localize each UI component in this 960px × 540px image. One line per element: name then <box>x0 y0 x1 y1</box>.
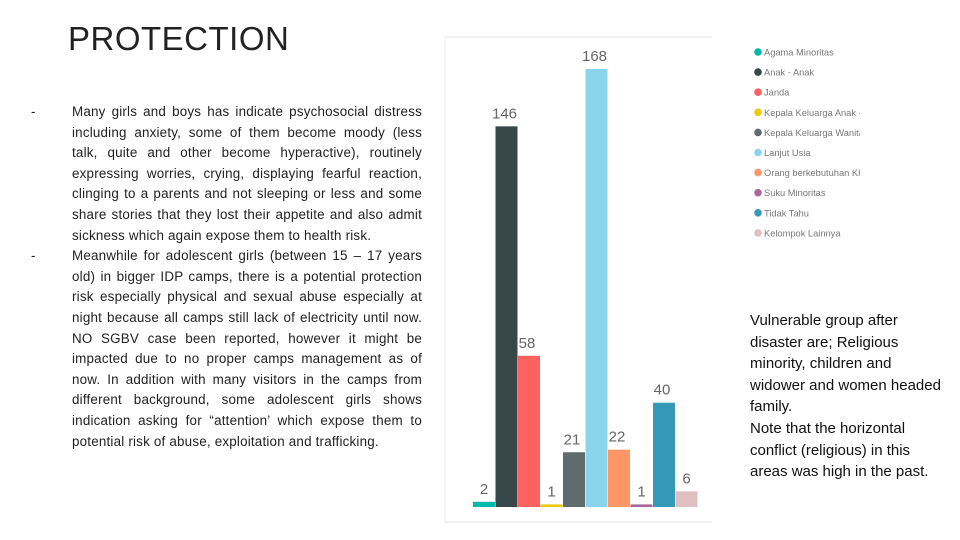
bar-agama-minoritas <box>473 501 495 507</box>
legend-marker <box>754 148 762 157</box>
note-paragraph: Vulnerable group after disaster are; Rel… <box>750 312 941 416</box>
legend-marker <box>754 88 762 96</box>
bar-value-label: 146 <box>492 105 517 122</box>
bar-value-label: 168 <box>582 48 607 65</box>
legend-label: Lanjut Usia <box>764 148 811 158</box>
bar-value-label: 1 <box>637 483 645 500</box>
legend-label: Anak - Anak <box>764 68 814 78</box>
bar-value-label: 6 <box>682 470 690 487</box>
bar-kelompok-lainnya <box>675 491 698 507</box>
bar-value-label: 1 <box>547 483 555 500</box>
bullet-text: Many girls and boys has indicate psychos… <box>72 104 422 243</box>
note-paragraph: Note that the horizontal conflict (relig… <box>750 419 929 481</box>
legend-marker <box>754 128 762 137</box>
bullet-item: - Many girls and boys has indicate psych… <box>30 102 422 246</box>
legend-marker <box>754 209 762 217</box>
slide-title: PROTECTION <box>68 20 290 57</box>
bullet-item: - Meanwhile for adolescent girls (betwee… <box>30 246 422 452</box>
bar-lanjut-usia <box>585 69 608 507</box>
bullet-marker: - <box>31 248 36 264</box>
legend-marker <box>754 48 762 56</box>
bar-value-label: 40 <box>654 382 671 399</box>
bar-anak-anak <box>495 126 518 507</box>
legend-label: Suku Minoritas <box>764 188 826 198</box>
vulnerable-group-note: Vulnerable group after disaster are; Rel… <box>750 310 950 483</box>
legend-marker <box>754 188 762 197</box>
bar-kepala-keluarga-wanita <box>563 452 585 507</box>
legend-label: Kepala Keluarga Anak - Anak <box>764 108 860 118</box>
bar-value-label: 58 <box>519 335 536 352</box>
bar-orang-berkebutuhan-khusus <box>608 449 630 507</box>
bar-suku-minoritas <box>630 504 653 507</box>
legend-label: Kepala Keluarga Wanita <box>764 128 860 138</box>
legend-label: Kelompok Lainnya <box>764 228 841 238</box>
legend-marker <box>754 229 762 237</box>
bullet-list: - Many girls and boys has indicate psych… <box>30 102 422 452</box>
bar-tidak-tahu <box>653 402 675 507</box>
bar-value-label: 2 <box>480 481 488 498</box>
legend-label: Janda <box>764 88 790 98</box>
legend-marker <box>754 108 762 117</box>
legend-label: Orang berkebutuhan Khusus <box>764 168 860 178</box>
vulnerable-group-bar-chart: 2 146 58 1 21 168 22 1 40 6 Agama Minoritas Anak - … <box>444 36 860 523</box>
bar-value-label: 21 <box>564 431 581 448</box>
legend-marker <box>754 168 762 177</box>
bullet-marker: - <box>31 104 36 119</box>
bullet-text: Meanwhile for adolescent girls (between … <box>72 248 422 449</box>
bar-janda <box>518 355 540 507</box>
bar-kepala-keluarga-anak-anak <box>540 504 563 507</box>
legend-label: Agama Minoritas <box>764 48 834 58</box>
legend-label: Tidak Tahu <box>764 208 809 218</box>
bar-value-label: 22 <box>609 429 626 446</box>
legend-marker <box>754 68 762 76</box>
